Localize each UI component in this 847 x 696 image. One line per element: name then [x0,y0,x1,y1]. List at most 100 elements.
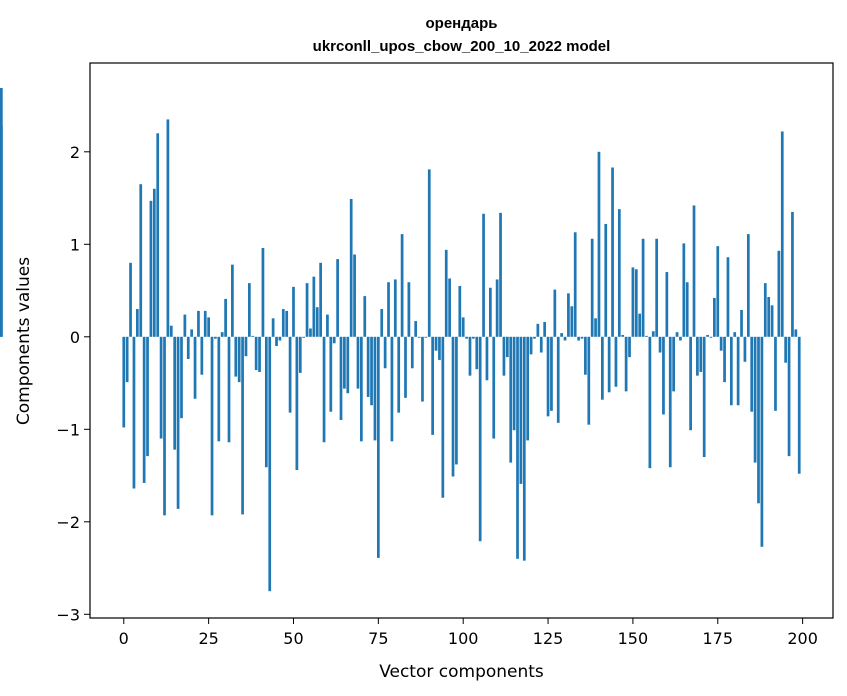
bar-141 [601,336,604,400]
bar-144 [611,167,614,337]
bar-42 [264,336,268,468]
bar-135 [580,336,584,339]
bar-48 [285,310,289,337]
bar-53 [302,336,306,338]
bar-139 [594,318,597,337]
bar-198 [794,329,798,337]
bar-61 [329,336,333,412]
bar-105 [478,336,482,542]
bar-199 [797,336,801,474]
bar-36 [244,336,248,357]
bar-76 [380,309,384,337]
bar-184 [746,234,750,337]
bar-177 [723,336,726,383]
bar-87 [417,336,421,338]
bar-50 [292,286,295,337]
bar-undefined [0,125,3,337]
y-tick-label: −3 [56,605,80,624]
bar-119 [526,336,530,441]
bar-113 [505,336,509,358]
bar-13 [166,119,170,337]
y-axis-ticks: −3 −2 −1 0 1 2 [56,143,90,624]
bar-95 [444,249,448,337]
bar-174 [713,297,716,337]
chart-subtitle: ukrconll_upos_cbow_200_10_2022 model [313,38,611,55]
bar-145 [614,336,618,387]
bar-60 [326,314,329,337]
bar-75 [376,336,380,558]
bar-146 [617,209,621,337]
bar-46 [278,336,282,341]
bar-107 [485,336,489,381]
bar-157 [655,238,659,337]
bar-99 [458,285,462,337]
bar-91 [431,336,435,435]
bar-178 [726,257,730,337]
bar-65 [343,336,346,389]
bar-54 [305,283,309,337]
bar-191 [770,305,774,337]
bar-64 [339,336,343,421]
bar-45 [275,336,278,347]
bar-171 [702,336,706,458]
bar-12 [163,336,166,516]
bar-158 [658,336,662,353]
bar-98 [455,336,458,465]
y-tick-label: −1 [56,420,80,439]
bar-33 [234,336,238,377]
bar-74 [373,336,377,441]
bar-101 [465,336,468,339]
bar-138 [590,238,594,337]
bar-165 [682,243,686,337]
bar-143 [607,336,611,393]
bar-168 [692,205,696,337]
bar-20 [190,329,194,337]
x-tick-label: 200 [787,629,818,648]
bar-195 [784,336,788,363]
bar-4 [135,309,139,337]
bar-116 [516,336,519,559]
chart-title: орендарь [426,15,498,32]
bar-77 [383,336,387,369]
bar-129 [560,333,563,337]
bar-153 [641,238,645,337]
bar-73 [370,336,373,406]
bar-44 [271,318,275,337]
bar-80 [393,279,397,337]
bar-187 [757,336,760,504]
bar-47 [281,309,285,337]
bar-154 [645,335,648,337]
bar-59 [322,336,326,443]
bar-142 [604,223,608,337]
bar-131 [567,293,570,337]
bar-9 [152,188,156,337]
x-tick-label: 150 [618,629,649,648]
bar-7 [146,336,149,457]
bar-97 [451,336,455,477]
bar-106 [482,213,485,337]
bar-162 [672,336,675,392]
bar-72 [366,336,370,397]
bar-118 [522,336,526,561]
bar-193 [777,250,781,337]
bar-86 [414,321,418,337]
bar-14 [169,325,173,337]
y-axis-label: Components values [14,257,34,425]
bar-52 [298,336,302,373]
bar-185 [750,336,754,412]
x-axis-label: Vector components [379,662,544,682]
bar-37 [248,283,251,337]
y-tick-label: 0 [70,328,80,347]
bar-68 [353,254,356,337]
bar-102 [468,336,472,376]
bar-94 [441,336,445,498]
bar-63 [336,259,339,337]
bar-16 [176,336,180,509]
bar-83 [404,336,407,398]
bar-27 [214,336,217,339]
bar-115 [512,336,516,431]
bar-35 [241,336,244,515]
plot-frame [89,62,834,619]
bar-39 [254,336,258,371]
